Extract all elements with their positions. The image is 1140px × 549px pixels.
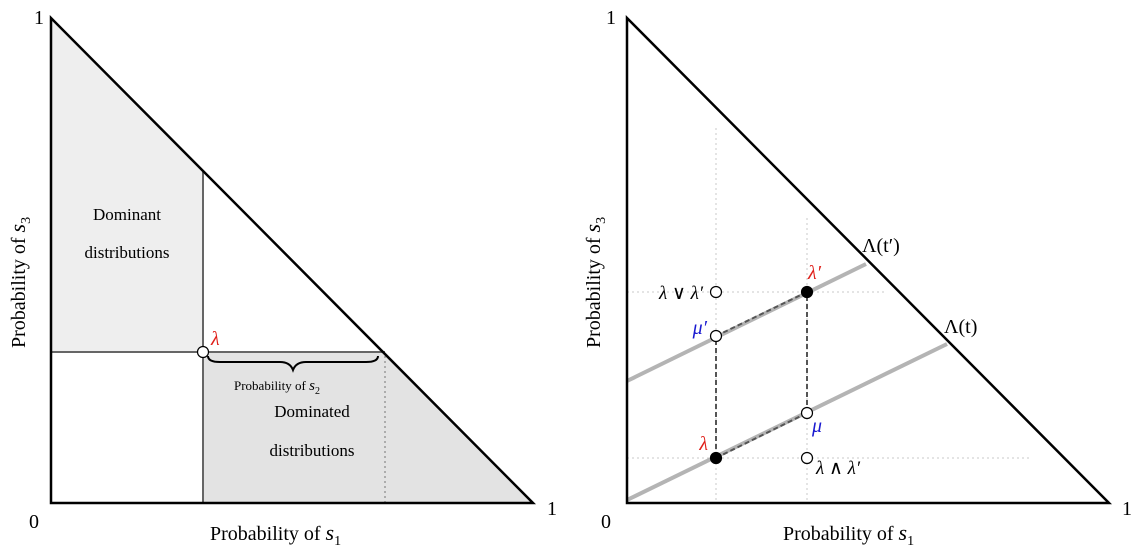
mu-label: μ xyxy=(811,415,822,437)
mu-prime-point xyxy=(709,329,723,343)
level-line-upper xyxy=(626,262,867,383)
left-y-max-label: 1 xyxy=(34,7,44,29)
join-point xyxy=(709,285,723,299)
right-x-max-label: 1 xyxy=(1122,498,1132,520)
right-dashed-connectors xyxy=(715,291,808,459)
level-line-upper-label: Λ(t′) xyxy=(862,235,900,257)
right-panel: λ ∨ λ′ λ′ μ′ μ λ λ ∧ λ′ Λ(t′) Λ(t) 0 1 1… xyxy=(580,7,1132,549)
mu-point xyxy=(800,406,814,420)
right-simplex xyxy=(625,14,1113,505)
right-origin-label: 0 xyxy=(601,511,611,533)
dominated-label-line2: distributions xyxy=(269,441,354,460)
level-line-lower-label: Λ(t) xyxy=(944,316,977,338)
mu-prime-label: μ′ xyxy=(692,317,708,339)
left-simplex xyxy=(49,14,537,505)
dominated-label-line1: Dominated xyxy=(274,402,350,421)
brace xyxy=(207,355,379,373)
lambda-prime-point xyxy=(800,285,814,299)
left-y-axis-title: Probability of s3 xyxy=(5,217,34,348)
dominated-region xyxy=(203,352,533,503)
dominant-label-line1: Dominant xyxy=(93,205,161,224)
right-x-axis-title: Probability of s1 xyxy=(783,520,914,549)
lambda-prime-label: λ′ xyxy=(807,262,822,284)
meet-point xyxy=(800,451,814,465)
left-x-max-label: 1 xyxy=(547,498,557,520)
dominant-region xyxy=(51,18,203,352)
right-dotted-guides xyxy=(627,128,1030,503)
lambda-point xyxy=(709,451,723,465)
meet-label: λ ∧ λ′ xyxy=(815,458,861,479)
join-label: λ ∨ λ′ xyxy=(658,283,704,304)
lambda-label: λ xyxy=(698,433,708,455)
right-y-axis-title: Probability of s3 xyxy=(580,217,609,348)
level-line-lower xyxy=(626,342,948,502)
dominant-label-line2: distributions xyxy=(84,243,169,262)
left-panel: λ Dominant distributions Dominated distr… xyxy=(5,7,557,549)
left-lambda-point xyxy=(196,345,210,359)
left-lambda-label: λ xyxy=(210,328,220,350)
left-x-axis-title: Probability of s1 xyxy=(210,520,341,549)
brace-label: Probability of s2 xyxy=(234,378,320,397)
right-y-max-label: 1 xyxy=(606,7,616,29)
left-origin-label: 0 xyxy=(29,511,39,533)
